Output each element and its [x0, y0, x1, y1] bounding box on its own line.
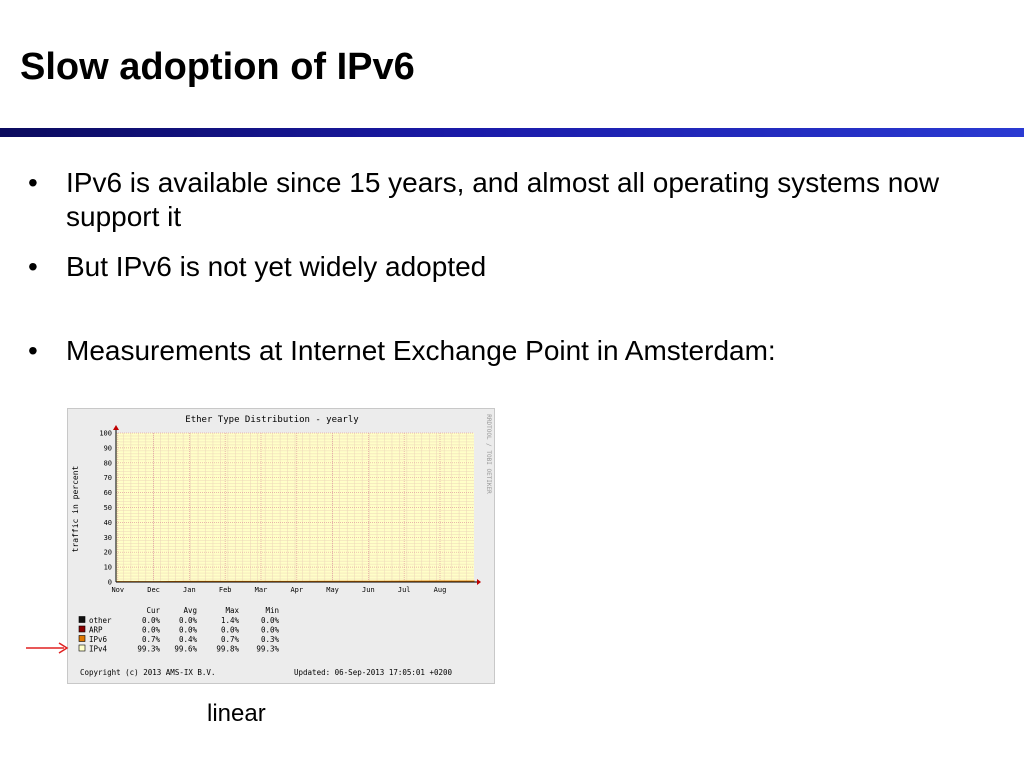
legend-series-name: other	[89, 616, 112, 625]
x-tick-label: Jun	[362, 586, 375, 594]
bullet-text: Measurements at Internet Exchange Point …	[66, 335, 776, 366]
legend-value: 99.8%	[216, 645, 239, 654]
legend-swatch	[78, 616, 86, 623]
bullet-item: • But IPv6 is not yet widely adopted	[28, 250, 988, 284]
x-tick-label: Aug	[434, 586, 447, 594]
slide-title: Slow adoption of IPv6	[20, 46, 415, 88]
y-tick-label: 30	[104, 534, 112, 542]
x-tick-label: May	[326, 586, 339, 594]
bullet-text: But IPv6 is not yet widely adopted	[66, 251, 487, 282]
x-tick-label: Jan	[183, 586, 196, 594]
legend-value: 99.6%	[174, 645, 197, 654]
legend-value: 0.3%	[261, 635, 280, 644]
traffic-graph: Ether Type Distribution - yearly traffic…	[67, 408, 495, 684]
legend-value: 0.0%	[179, 626, 198, 635]
legend-value: 0.0%	[142, 626, 161, 635]
x-tick-label: Dec	[147, 586, 160, 594]
legend-value: 0.7%	[221, 635, 240, 644]
legend-swatch	[78, 635, 86, 642]
y-tick-label: 80	[104, 459, 112, 467]
chart-caption: linear	[207, 700, 266, 727]
title-rule	[0, 128, 1024, 137]
legend-value: 0.0%	[221, 626, 240, 635]
legend-series-name: IPv4	[89, 645, 108, 654]
x-tick-label: Mar	[255, 586, 268, 594]
legend-header: Avg	[183, 606, 197, 615]
y-tick-label: 10	[104, 564, 112, 572]
x-axis-arrow	[477, 579, 481, 585]
legend-value: 99.3%	[256, 645, 279, 654]
legend-value: 99.3%	[137, 645, 160, 654]
y-tick-label: 90	[104, 444, 112, 452]
bullet-item: • IPv6 is available since 15 years, and a…	[28, 166, 988, 234]
legend-value: 0.0%	[179, 616, 198, 625]
bullet-item: • Measurements at Internet Exchange Point…	[28, 334, 988, 368]
chart-side-label: RRDTOOL / TOBI OETIKER	[485, 414, 492, 494]
y-tick-label: 50	[104, 504, 112, 512]
y-axis-arrow	[113, 425, 119, 430]
chart-title: Ether Type Distribution - yearly	[185, 415, 359, 425]
footer-copyright: Copyright (c) 2013 AMS-IX B.V.	[80, 668, 215, 677]
legend-value: 1.4%	[221, 616, 240, 625]
bullet-dot: •	[28, 167, 38, 198]
legend-value: 0.0%	[261, 626, 280, 635]
y-tick-label: 20	[104, 549, 112, 557]
legend-series-name: IPv6	[89, 635, 108, 644]
bullet-list: • IPv6 is available since 15 years, and a…	[28, 166, 988, 368]
x-tick-label: Nov	[111, 586, 124, 594]
legend-header: Min	[265, 606, 279, 615]
y-tick-label: 70	[104, 474, 112, 482]
x-tick-label: Apr	[290, 586, 303, 594]
legend-header: Cur	[146, 606, 160, 615]
bullet-dot: •	[28, 251, 38, 282]
legend-value: 0.7%	[142, 635, 161, 644]
legend-series-name: ARP	[89, 626, 103, 635]
bullet-text: IPv6 is available since 15 years, and al…	[66, 167, 940, 232]
legend-value: 0.4%	[179, 635, 198, 644]
legend-value: 0.0%	[142, 616, 161, 625]
y-tick-label: 100	[99, 430, 112, 438]
bullet-dot: •	[28, 335, 38, 366]
x-tick-label: Feb	[219, 586, 232, 594]
legend-header: Max	[225, 606, 239, 615]
y-tick-label: 60	[104, 489, 112, 497]
footer-updated: Updated: 06-Sep-2013 17:05:01 +0200	[294, 668, 453, 677]
legend-value: 0.0%	[261, 616, 280, 625]
arrow-pointer-icon	[26, 642, 69, 654]
y-axis-label: traffic in percent	[71, 465, 80, 552]
legend-swatch	[78, 625, 86, 633]
legend-swatch	[78, 644, 86, 652]
chart-canvas: Ether Type Distribution - yearly traffic…	[71, 414, 492, 677]
y-tick-label: 40	[104, 519, 112, 527]
y-tick-label: 0	[108, 579, 112, 587]
x-tick-label: Jul	[398, 586, 411, 594]
